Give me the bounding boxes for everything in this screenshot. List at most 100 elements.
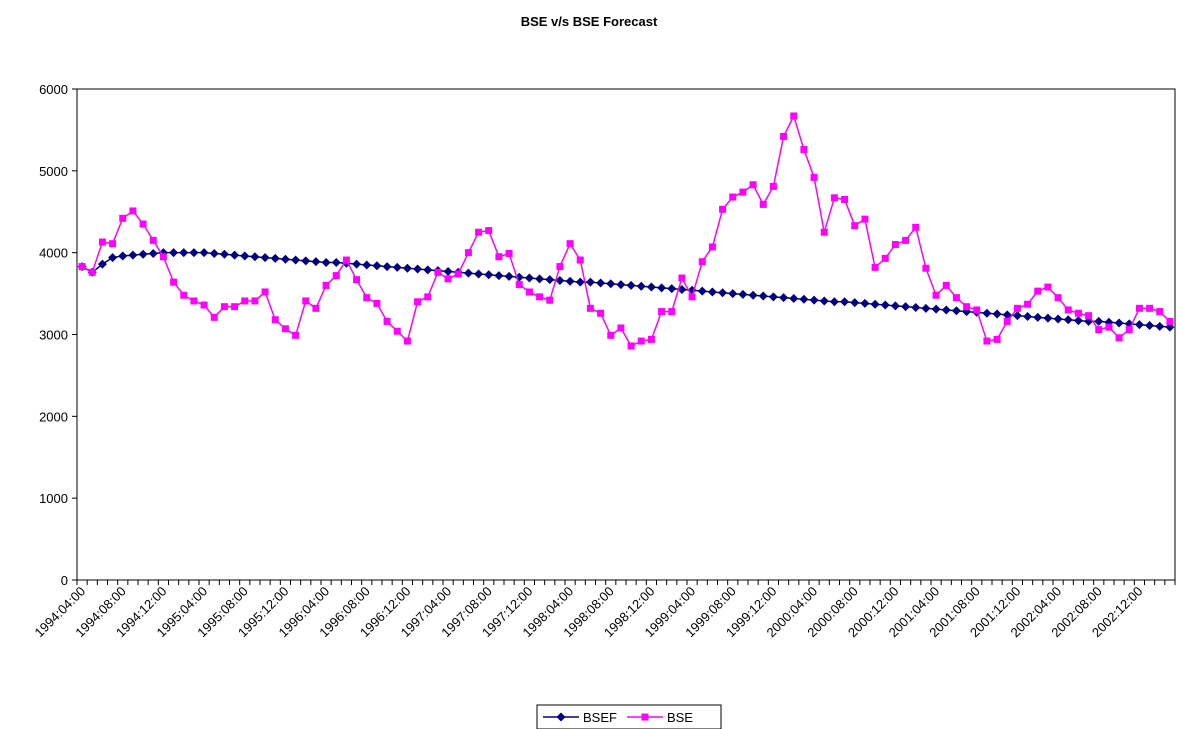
point	[1114, 318, 1124, 328]
point	[719, 205, 727, 213]
point	[809, 295, 819, 305]
point	[647, 335, 655, 343]
point	[556, 263, 564, 271]
point	[231, 303, 239, 311]
point	[332, 272, 340, 280]
point	[657, 283, 667, 293]
point	[718, 288, 728, 298]
point	[820, 228, 828, 236]
point	[902, 236, 910, 244]
point	[463, 268, 473, 278]
point	[545, 275, 555, 285]
point	[321, 257, 331, 267]
point	[189, 248, 199, 258]
point	[505, 249, 513, 257]
point	[1002, 310, 1012, 320]
point	[270, 253, 280, 263]
point	[1115, 334, 1123, 342]
point	[363, 294, 371, 302]
point	[170, 278, 178, 286]
point	[697, 286, 707, 296]
legend-label: BSEF	[583, 710, 617, 725]
point	[1043, 313, 1053, 323]
point	[658, 308, 666, 316]
point	[707, 287, 717, 297]
point	[911, 302, 921, 312]
point	[97, 259, 107, 269]
point	[819, 296, 829, 306]
point	[779, 293, 789, 303]
point	[739, 188, 747, 196]
point	[810, 173, 818, 181]
point	[331, 257, 341, 267]
point	[597, 309, 605, 317]
point	[738, 289, 748, 299]
point	[830, 194, 838, 202]
point	[641, 713, 649, 721]
y-tick-label: 0	[61, 573, 68, 588]
point	[495, 253, 503, 261]
point	[636, 281, 646, 291]
point	[1012, 311, 1022, 321]
point	[1105, 323, 1113, 331]
point	[585, 277, 595, 287]
point	[129, 207, 137, 215]
point	[1023, 311, 1033, 321]
point	[353, 276, 361, 284]
point	[942, 281, 950, 289]
point	[769, 182, 777, 190]
point	[464, 249, 472, 257]
point	[678, 274, 686, 282]
point	[474, 269, 484, 279]
point	[1094, 316, 1104, 326]
point	[454, 270, 462, 278]
point	[271, 316, 279, 324]
point	[1073, 316, 1083, 326]
point	[1003, 317, 1011, 325]
y-tick-label: 5000	[39, 164, 68, 179]
point	[190, 297, 198, 305]
point	[220, 303, 228, 311]
point	[311, 257, 321, 267]
point	[576, 256, 584, 264]
point	[149, 236, 157, 244]
point	[138, 249, 148, 259]
point	[159, 253, 167, 261]
point	[851, 222, 859, 230]
point	[119, 214, 127, 222]
point	[565, 276, 575, 286]
point	[423, 265, 433, 275]
point	[382, 262, 392, 272]
point	[393, 327, 401, 335]
point	[768, 292, 778, 302]
point	[169, 248, 179, 258]
point	[870, 299, 880, 309]
point	[688, 293, 696, 301]
point	[566, 240, 574, 248]
point	[180, 291, 188, 299]
point	[1033, 312, 1043, 322]
point	[789, 293, 799, 303]
point	[922, 264, 930, 272]
point	[139, 220, 147, 228]
point	[850, 298, 860, 308]
point	[617, 324, 625, 332]
point	[312, 304, 320, 312]
point	[1145, 320, 1155, 330]
point	[128, 250, 138, 260]
legend-label: BSE	[667, 710, 693, 725]
point	[982, 308, 992, 318]
point	[292, 331, 300, 339]
point	[199, 248, 209, 258]
point	[209, 248, 219, 258]
point	[322, 281, 330, 289]
point	[748, 290, 758, 300]
point	[1135, 304, 1143, 312]
point	[494, 271, 504, 281]
point	[951, 306, 961, 316]
point	[983, 337, 991, 345]
plot-frame	[77, 88, 1176, 580]
point	[434, 268, 442, 276]
point	[291, 255, 301, 265]
point	[342, 256, 350, 264]
